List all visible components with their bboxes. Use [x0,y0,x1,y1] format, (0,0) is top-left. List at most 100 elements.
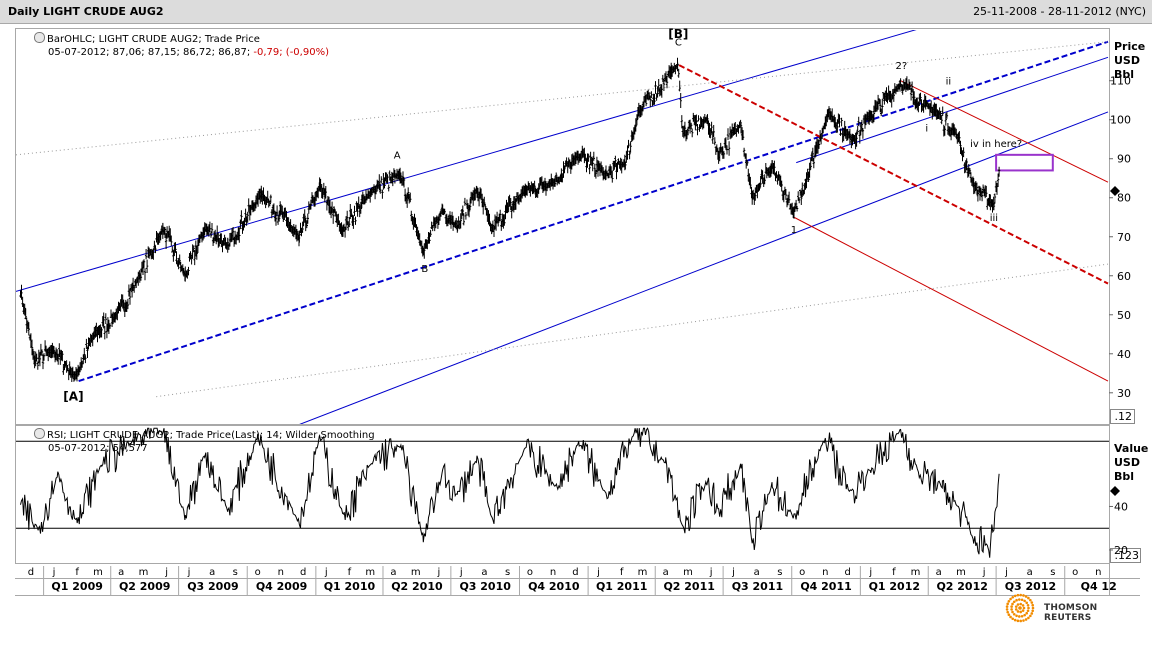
month-tick-label: o [1072,567,1078,578]
wave-label: B [421,264,428,275]
month-tick-label: j [324,567,328,578]
logo-dot [1026,609,1030,613]
quarter-label: Q3 2012 [1005,580,1056,593]
logo-dot [1011,617,1015,621]
month-tick-label: n [550,567,556,578]
logo-dot [1031,606,1035,610]
wave-label: 1 [791,225,797,236]
logo-dot [1021,604,1025,607]
month-tick-label: a [1027,567,1033,578]
month-tick-label: j [437,567,441,578]
wave-label: ii [946,77,952,88]
logo-dot [1025,611,1029,615]
trend-lines [16,30,1109,424]
price-tick-label: 90 [1117,153,1131,166]
logo-dot [1024,595,1028,598]
price-tick-label: 100 [1110,114,1131,127]
price-legend: BarOHLC; LIGHT CRUDE AUG2; Trade Price 0… [34,32,329,59]
logo-dot [1009,615,1012,619]
quarter-label: Q4 12 [1081,580,1117,593]
trend-line [796,56,1109,164]
month-tick-label: f [620,567,624,578]
trend-line [16,30,917,292]
wave-label: iv in here? [970,139,1022,150]
rsi-legend-line1: RSI; LIGHT CRUDE AUG2; Trade Price(Last)… [47,430,375,441]
rsi-axis-title-3: Bbl [1114,470,1134,483]
month-tick-label: m [93,567,103,578]
logo-dot [1023,599,1026,603]
date-range: 25-11-2008 - 28-11-2012 (NYC) [973,5,1146,18]
chart-title: Daily LIGHT CRUDE AUG2 [8,5,164,18]
price-corner-label: .12 [1115,410,1133,423]
month-tick-label: m [411,567,421,578]
price-panel-frame [15,28,1110,425]
logo-dot [1022,619,1025,622]
rsi-series [16,427,1109,558]
logo-dot [1011,602,1014,606]
logo-dot [1017,598,1021,601]
month-tick-label: a [663,567,669,578]
wave-label: 2? [896,61,908,72]
month-tick-label: a [481,567,487,578]
month-tick-label: o [799,567,805,578]
logo-dot [1031,609,1034,613]
month-tick-label: f [75,567,79,578]
trend-line [793,216,1109,382]
target-box [995,153,1054,172]
price-axis-title-3: Bbl [1114,68,1134,81]
wave-label: A [394,151,401,162]
logo-dot [1027,616,1030,620]
rsi-axis-title-1: Value [1114,442,1148,455]
month-tick-label: j [164,567,168,578]
month-tick-label: a [118,567,124,578]
logo-dot [1009,597,1012,601]
quarter-label: Q2 2011 [663,580,714,593]
logo-dot [1012,612,1016,616]
trend-line [78,40,1109,383]
month-tick-label: m [365,567,375,578]
logo-dot [1029,614,1032,618]
logo-dot [1016,603,1020,606]
logo-dot [1015,614,1018,618]
month-tick-label: j [709,567,713,578]
price-legend-change: -0,79; (-0,90%) [250,47,329,58]
logo-dot [1020,614,1024,618]
logo-dot [1014,605,1018,608]
month-tick-label: j [187,567,191,578]
chart-canvas[interactable]: .12 .123 Price USD Bbl Value USD Bbl [A]… [0,24,1152,646]
quarter-label: Q1 2012 [869,580,920,593]
month-tick-label: j [52,567,56,578]
month-tick-label: a [936,567,942,578]
y-axis-ticks: 30 40 50 60 70 80 90 100 110 20 40 [1109,75,1131,557]
logo-dot [1030,612,1034,615]
logo-dot [1019,593,1023,597]
month-tick-label: j [982,567,986,578]
quarter-label: Q4 2009 [256,580,307,593]
trend-line [156,263,1109,398]
logo-dot [1019,619,1023,623]
month-tick-label: f [892,567,896,578]
price-legend-line1: BarOHLC; LIGHT CRUDE AUG2; Trade Price [47,34,260,45]
price-axis-title-1: Price [1114,40,1145,53]
month-tick-label: m [638,567,648,578]
logo-dot [1017,615,1021,618]
quarter-label: Q3 2011 [732,580,783,593]
quarter-label: Q4 2011 [800,580,851,593]
price-tick-label: 70 [1117,231,1131,244]
logo-dot [1006,602,1009,606]
logo-dot [1006,610,1009,614]
logo-dot [1022,606,1026,610]
logo-dot [1016,593,1020,597]
price-tick-label: 30 [1117,387,1131,400]
rsi-corner-label: .123 [1115,549,1140,562]
logo-dot [1007,599,1011,603]
logo-dot [1025,601,1029,605]
rsi-tick-label: 40 [1114,500,1128,513]
logo-dot [1027,596,1030,600]
month-tick-label: j [868,567,872,578]
rsi-line [20,427,1000,558]
logo-dot [1019,602,1022,606]
logo-dot [1021,609,1025,612]
quarter-label: Q2 2010 [391,580,443,593]
